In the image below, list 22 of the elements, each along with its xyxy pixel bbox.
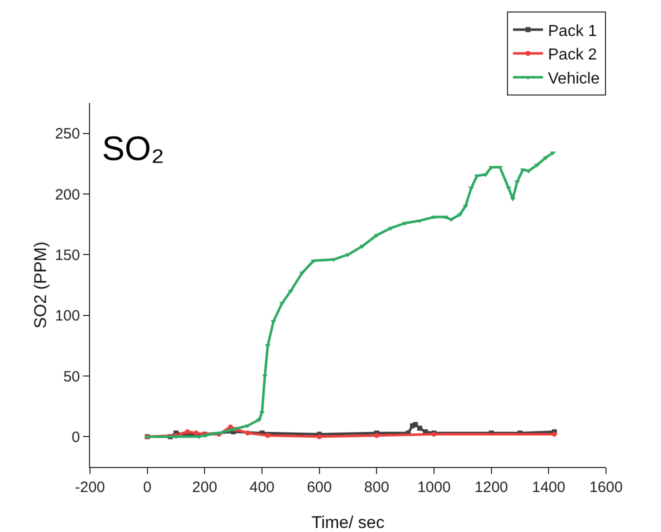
x-tick-label: 600	[306, 479, 332, 496]
legend-label: Vehicle	[548, 70, 600, 88]
y-axis-title: SO2 (PPM)	[31, 242, 50, 328]
y-tick-label: 200	[54, 186, 80, 204]
legend-label: Pack 2	[548, 46, 598, 64]
y-tick-label: 150	[54, 246, 80, 264]
legend-label: Pack 1	[548, 22, 598, 40]
x-tick-label: 1000	[417, 479, 451, 496]
y-tick-label: 250	[54, 126, 80, 143]
x-tick-label: 800	[364, 479, 390, 496]
x-axis-title: Time/ sec	[311, 513, 386, 532]
x-tick-label: 1400	[532, 479, 566, 496]
x-tick-label: 1600	[589, 479, 623, 496]
x-tick-label: 0	[143, 479, 152, 496]
x-tick-label: 200	[192, 479, 218, 496]
y-tick-label: 0	[72, 428, 80, 446]
x-tick-label: -200	[74, 479, 106, 496]
x-tick-label: 400	[249, 479, 275, 496]
annotation: SO₂	[102, 130, 164, 168]
y-tick-label: 100	[54, 308, 80, 325]
x-tick-label: 1200	[474, 479, 508, 496]
y-tick-label: 50	[63, 368, 80, 386]
